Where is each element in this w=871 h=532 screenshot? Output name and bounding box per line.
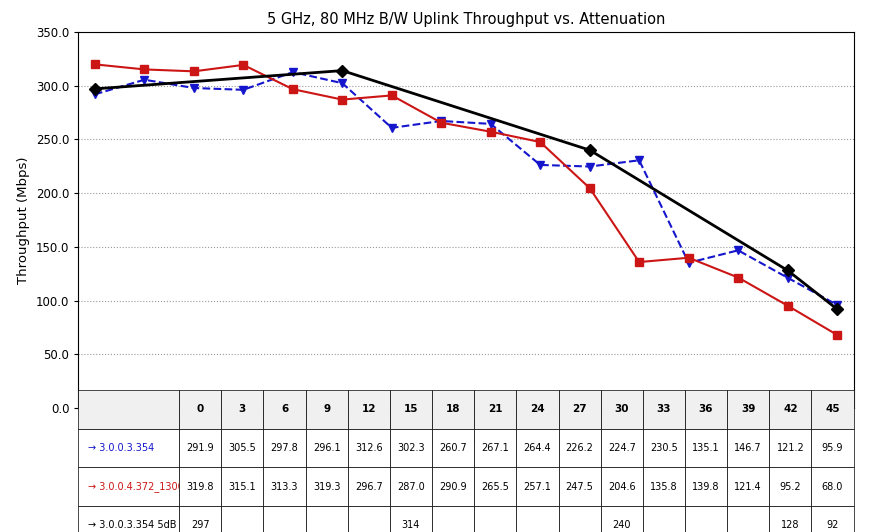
Y-axis label: Throughput (Mbps): Throughput (Mbps) [17,156,30,284]
Title: 5 GHz, 80 MHz B/W Uplink Throughput vs. Attenuation: 5 GHz, 80 MHz B/W Uplink Throughput vs. … [267,12,665,27]
X-axis label: Attenuation (dB): Attenuation (dB) [411,436,521,448]
